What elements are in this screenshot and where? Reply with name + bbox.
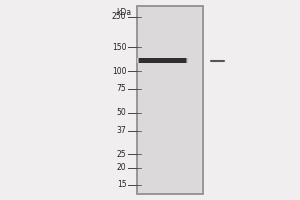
Bar: [187, 58, 188, 63]
Bar: [186, 58, 188, 63]
Bar: [137, 58, 138, 63]
Bar: [137, 58, 188, 63]
Text: 100: 100: [112, 67, 127, 76]
Bar: [138, 7, 202, 193]
Bar: [137, 6, 203, 194]
Bar: [137, 58, 139, 63]
Text: 20: 20: [117, 163, 127, 172]
Text: 250: 250: [112, 12, 127, 21]
Text: 37: 37: [117, 126, 127, 135]
Bar: [187, 58, 188, 63]
Text: kDa: kDa: [116, 8, 131, 17]
Text: 150: 150: [112, 43, 127, 52]
Bar: [137, 58, 138, 63]
Text: 15: 15: [117, 180, 127, 189]
Text: 75: 75: [117, 84, 127, 93]
Text: 50: 50: [117, 108, 127, 117]
Text: 25: 25: [117, 150, 127, 159]
